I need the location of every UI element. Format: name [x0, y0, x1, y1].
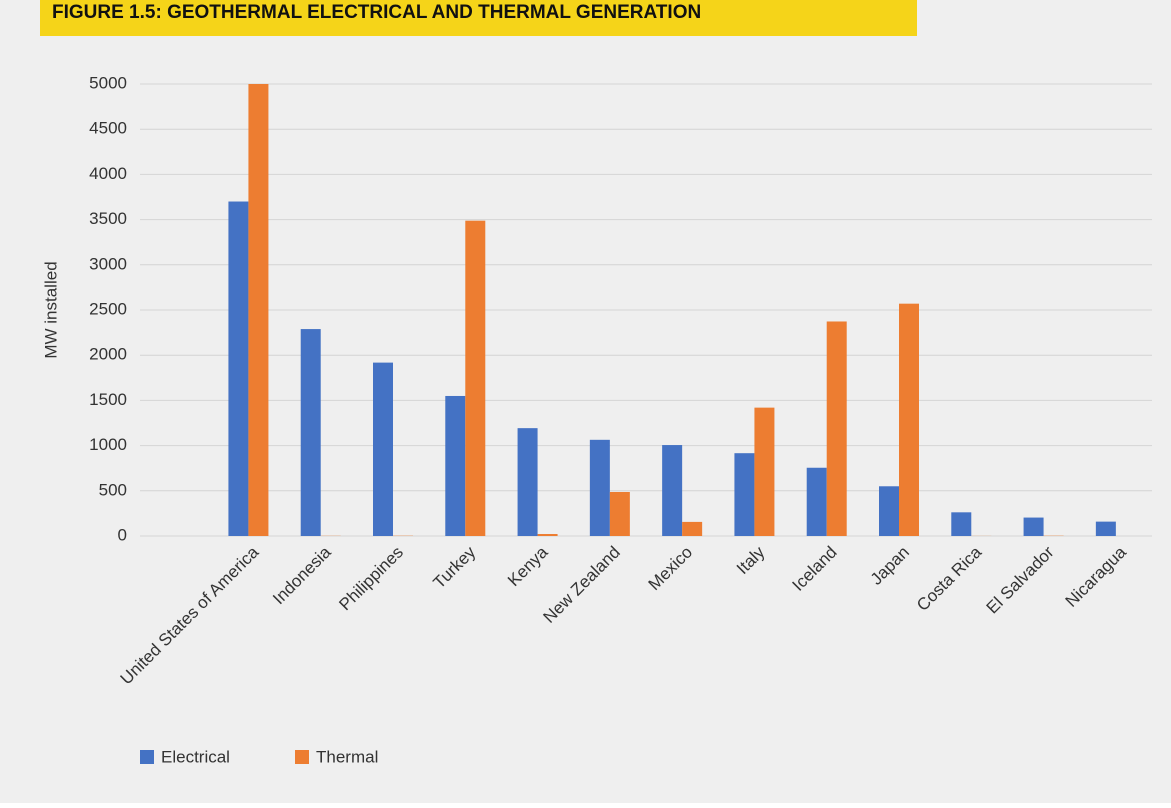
bar: [610, 492, 630, 536]
bar: [951, 512, 971, 536]
y-tick-label: 2500: [89, 299, 127, 318]
y-tick-label: 1000: [89, 435, 127, 454]
bar: [879, 486, 899, 536]
chart-title: FIGURE 1.5: GEOTHERMAL ELECTRICAL AND TH…: [52, 2, 701, 23]
bar: [445, 396, 465, 536]
bar: [228, 202, 248, 536]
bar: [827, 321, 847, 536]
y-axis-label: MW installed: [41, 261, 60, 358]
bar: [465, 221, 485, 536]
bar: [373, 363, 393, 536]
legend-swatch: [295, 750, 309, 764]
bar: [1024, 518, 1044, 536]
legend-label: Thermal: [316, 747, 378, 766]
y-tick-label: 500: [99, 480, 127, 499]
bar: [538, 534, 558, 536]
y-tick-label: 1500: [89, 390, 127, 409]
bar: [754, 408, 774, 536]
y-tick-label: 4000: [89, 164, 127, 183]
y-tick-label: 4500: [89, 119, 127, 138]
bar: [1096, 522, 1116, 536]
y-tick-label: 2000: [89, 345, 127, 364]
y-tick-label: 3000: [89, 254, 127, 273]
bar: [734, 453, 754, 536]
bar: [248, 84, 268, 536]
bar: [682, 522, 702, 536]
legend-swatch: [140, 750, 154, 764]
y-tick-label: 5000: [89, 73, 127, 92]
bar: [662, 445, 682, 536]
bar: [590, 440, 610, 536]
bar: [301, 329, 321, 536]
bar: [899, 304, 919, 536]
bar: [807, 468, 827, 536]
bar: [518, 428, 538, 536]
y-tick-label: 0: [118, 525, 127, 544]
legend-label: Electrical: [161, 747, 230, 766]
y-tick-label: 3500: [89, 209, 127, 228]
